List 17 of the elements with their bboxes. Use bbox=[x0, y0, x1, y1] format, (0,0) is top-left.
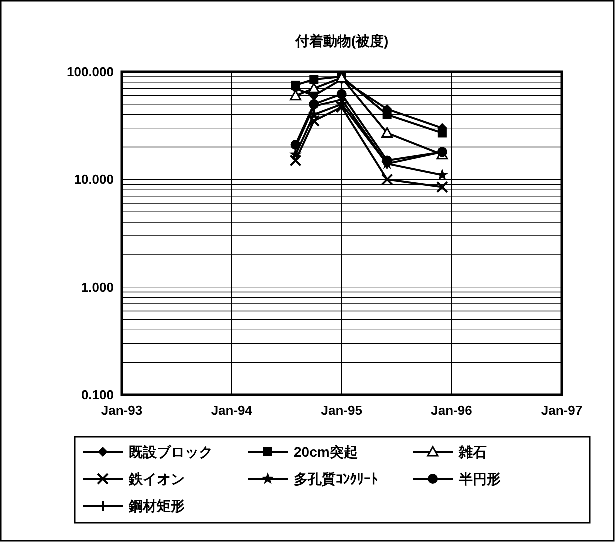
chart-title: 付着動物(被度) bbox=[294, 33, 389, 49]
y-tick-label: 10.000 bbox=[74, 172, 114, 188]
x-tick-label: Jan-93 bbox=[101, 403, 143, 418]
x-tick-label: Jan-97 bbox=[541, 403, 583, 418]
legend-label: 鉄イオン bbox=[128, 470, 185, 487]
legend-label: 半円形 bbox=[458, 470, 501, 487]
y-tick-label: 0.100 bbox=[81, 388, 114, 403]
legend-label: 雑石 bbox=[458, 444, 487, 460]
legend-label: 既設ブロック bbox=[129, 444, 213, 460]
legend-label: 20cm突起 bbox=[294, 444, 358, 460]
x-tick-label: Jan-94 bbox=[211, 403, 254, 418]
legend-label: 鋼材矩形 bbox=[128, 498, 185, 514]
x-tick-label: Jan-96 bbox=[431, 403, 472, 418]
legend-label: 多孔質ｺﾝｸﾘｰﾄ bbox=[294, 470, 378, 487]
y-tick-label: 100.000 bbox=[67, 64, 114, 80]
y-tick-label: 1.000 bbox=[81, 280, 114, 295]
x-tick-label: Jan-95 bbox=[321, 403, 362, 418]
